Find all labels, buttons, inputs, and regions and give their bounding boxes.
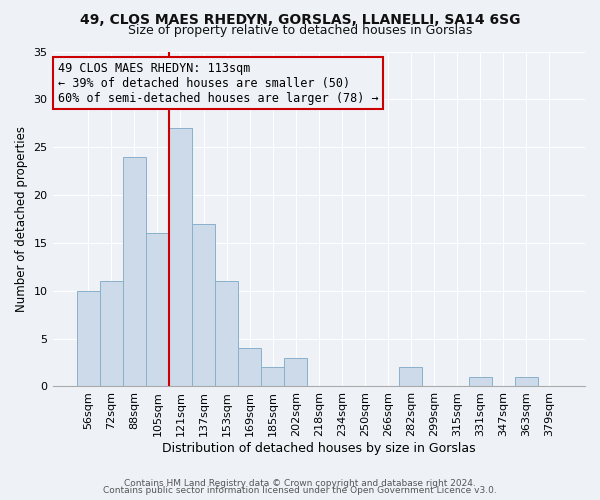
Bar bbox=[192, 224, 215, 386]
Y-axis label: Number of detached properties: Number of detached properties bbox=[15, 126, 28, 312]
Bar bbox=[215, 281, 238, 386]
Bar bbox=[146, 234, 169, 386]
Bar bbox=[284, 358, 307, 386]
Bar bbox=[469, 377, 491, 386]
Bar bbox=[515, 377, 538, 386]
Text: Contains public sector information licensed under the Open Government Licence v3: Contains public sector information licen… bbox=[103, 486, 497, 495]
Bar bbox=[169, 128, 192, 386]
Text: 49 CLOS MAES RHEDYN: 113sqm
← 39% of detached houses are smaller (50)
60% of sem: 49 CLOS MAES RHEDYN: 113sqm ← 39% of det… bbox=[58, 62, 379, 104]
Text: 49, CLOS MAES RHEDYN, GORSLAS, LLANELLI, SA14 6SG: 49, CLOS MAES RHEDYN, GORSLAS, LLANELLI,… bbox=[80, 12, 520, 26]
Bar bbox=[400, 368, 422, 386]
Text: Contains HM Land Registry data © Crown copyright and database right 2024.: Contains HM Land Registry data © Crown c… bbox=[124, 478, 476, 488]
Bar bbox=[77, 291, 100, 386]
Bar bbox=[100, 281, 123, 386]
Text: Size of property relative to detached houses in Gorslas: Size of property relative to detached ho… bbox=[128, 24, 472, 37]
Bar bbox=[238, 348, 261, 387]
Bar bbox=[123, 157, 146, 386]
Bar bbox=[261, 368, 284, 386]
X-axis label: Distribution of detached houses by size in Gorslas: Distribution of detached houses by size … bbox=[162, 442, 476, 455]
